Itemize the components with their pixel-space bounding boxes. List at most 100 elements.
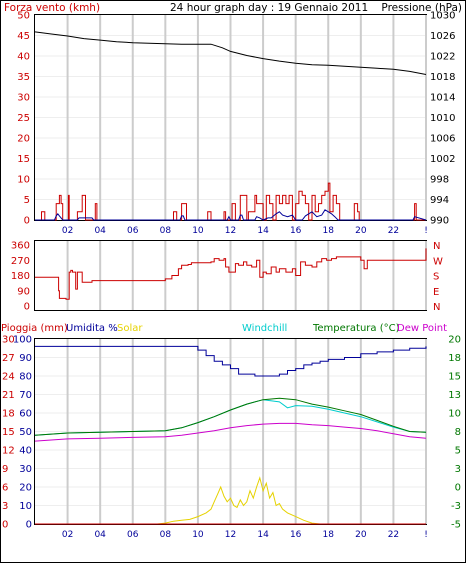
x-tick-label: 02	[62, 226, 73, 236]
temperature-y-tick: 3	[455, 464, 461, 475]
legend-temperature: Temperatura (°C)	[312, 323, 400, 334]
temperature-y-tick: 10	[448, 409, 461, 420]
rain-y-tick: 15	[2, 427, 15, 438]
humidity-y-tick: 20	[19, 483, 32, 494]
x-tick-label: !	[424, 226, 428, 236]
wind-y-tick: 40	[17, 52, 30, 63]
rain-y-tick: 12	[2, 446, 15, 457]
pressure-series	[34, 31, 427, 75]
humidity-y-tick: 70	[19, 390, 32, 401]
pressure-y-tick: 1022	[430, 52, 455, 63]
x-tick-label: 20	[355, 226, 367, 236]
direction-y-tick: 180	[11, 271, 30, 282]
temperature-y-tick: 5	[455, 446, 461, 457]
dewpoint-series	[34, 422, 427, 442]
legend-dewpoint: Dew Point	[397, 323, 447, 334]
wind-y-tick: 5	[24, 195, 30, 206]
legend-rain: Pioggia (mm)	[1, 323, 68, 334]
humidity-y-tick: 10	[19, 501, 32, 512]
wind-y-tick: 50	[17, 11, 30, 22]
direction-letter: N	[433, 302, 440, 313]
pressure-y-tick: 1014	[430, 93, 455, 104]
chart-title: 24 hour graph day : 19 Gennaio 2011	[170, 2, 368, 14]
direction-y-tick: 90	[17, 286, 30, 297]
humidity-y-tick: 0	[26, 520, 32, 531]
pressure-y-tick: 998	[430, 175, 449, 186]
temperature-y-tick: 8	[455, 427, 461, 438]
direction-letter: E	[433, 287, 439, 298]
pressure-y-tick: 994	[430, 195, 449, 206]
x-tick-label: 22	[388, 530, 399, 540]
x-tick-label: 18	[323, 226, 335, 236]
pressure-y-tick: 1006	[430, 134, 455, 145]
temperature-series	[34, 397, 427, 436]
x-tick-label: 06	[127, 226, 139, 236]
x-tick-label: 16	[290, 226, 302, 236]
humidity-y-tick: 60	[19, 409, 32, 420]
wind-y-tick: 10	[17, 175, 30, 186]
x-tick-label: 10	[192, 530, 204, 540]
x-tick-label: 14	[257, 530, 269, 540]
rain-y-tick: 9	[2, 464, 8, 475]
direction-y-tick: 0	[24, 302, 30, 313]
x-tick-label: 06	[127, 530, 139, 540]
legend-solar: Solar	[117, 323, 143, 334]
x-tick-label: 04	[94, 530, 106, 540]
solar-series	[35, 476, 426, 525]
temperature-y-tick: 18	[448, 353, 461, 364]
wind-y-tick: 30	[17, 93, 30, 104]
x-tick-label: 08	[160, 530, 172, 540]
temperature-y-tick: -5	[451, 520, 461, 531]
x-tick-label: 04	[94, 226, 106, 236]
x-tick-label: !	[424, 530, 428, 540]
chart-marks: 0510152025303540455099099499810021006101…	[2, 11, 461, 541]
humidity-y-tick: 90	[19, 353, 32, 364]
wind-y-tick: 20	[17, 134, 30, 145]
rain-y-tick: 27	[2, 353, 15, 364]
temperature-y-tick: 15	[448, 372, 461, 383]
humidity-y-tick: 40	[19, 446, 32, 457]
x-tick-label: 20	[355, 530, 367, 540]
direction-y-tick: 360	[11, 241, 30, 252]
wind-y-tick: 15	[17, 154, 30, 165]
wind-y-tick: 35	[17, 72, 30, 83]
temperature-y-tick: 0	[455, 483, 461, 494]
direction-series	[35, 248, 427, 300]
direction-letter: N	[433, 241, 440, 252]
rain-y-tick: 0	[2, 520, 8, 531]
x-tick-label: 02	[62, 530, 73, 540]
humidity-series	[35, 345, 427, 377]
humidity-y-tick: 100	[13, 335, 32, 346]
temperature-y-tick: 13	[448, 390, 461, 401]
pressure-y-tick: 990	[430, 216, 449, 227]
x-tick-label: 12	[225, 530, 236, 540]
direction-letter: W	[433, 256, 443, 267]
humidity-y-tick: 50	[19, 427, 32, 438]
left-axis-label: Forza vento (kmh)	[4, 2, 100, 14]
legend-humidity: Umidita %	[66, 323, 118, 334]
temperature-y-tick: -3	[451, 501, 461, 512]
right-axis-label: Pressione (hPa)	[381, 2, 462, 14]
rain-y-tick: 30	[2, 335, 15, 346]
legend-windchill: Windchill	[242, 323, 287, 334]
direction-letter: S	[433, 272, 439, 283]
x-tick-label: 12	[225, 226, 236, 236]
x-tick-label: 08	[160, 226, 172, 236]
rain-y-tick: 24	[2, 372, 15, 383]
pressure-y-tick: 1030	[430, 11, 455, 22]
gust-series	[35, 209, 427, 221]
rain-y-tick: 3	[2, 501, 8, 512]
direction-y-tick: 270	[11, 256, 30, 267]
pressure-y-tick: 1010	[430, 113, 455, 124]
wind-y-tick: 25	[17, 113, 30, 124]
wind-y-tick: 45	[17, 31, 30, 42]
humidity-y-tick: 80	[19, 372, 32, 383]
rain-y-tick: 21	[2, 390, 15, 401]
pressure-y-tick: 1026	[430, 31, 455, 42]
wind-y-tick: 0	[24, 216, 30, 227]
pressure-y-tick: 1002	[430, 154, 455, 165]
rain-y-tick: 18	[2, 409, 15, 420]
temperature-y-tick: 20	[448, 335, 461, 346]
